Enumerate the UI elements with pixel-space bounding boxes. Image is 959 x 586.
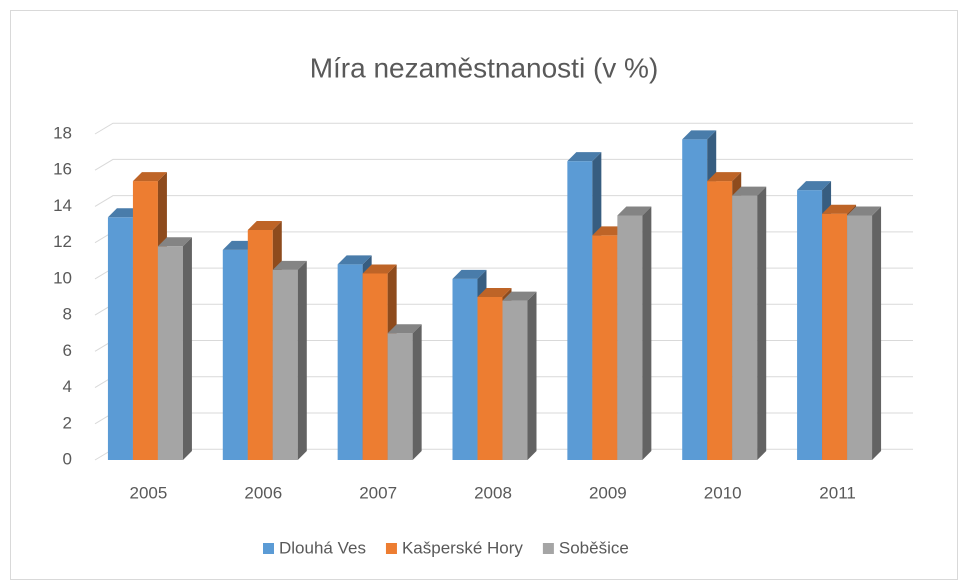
bar-top (502, 291, 537, 301)
bar-top (477, 288, 512, 297)
bar-top (272, 260, 307, 270)
bar-front (567, 161, 593, 460)
bar-top (157, 237, 192, 247)
bar-front (247, 229, 273, 460)
bar-front (272, 269, 298, 460)
y-tick-label: 12 (53, 232, 72, 251)
x-tick-label: 2005 (130, 483, 168, 502)
bar-top (132, 172, 167, 182)
grid-line (94, 122, 913, 135)
legend-swatch (385, 543, 397, 554)
bar-top (452, 269, 487, 279)
bar-top (387, 324, 422, 334)
bar-front (477, 297, 503, 460)
bar-front (592, 235, 618, 460)
legend-label: Dlouhá Ves (279, 538, 366, 557)
bar-side (412, 324, 422, 460)
bar-front (362, 273, 388, 460)
x-tick-label: 2006 (244, 483, 282, 502)
y-tick-label: 6 (63, 341, 72, 360)
legend-swatch (542, 543, 554, 554)
x-tick-label: 2007 (359, 483, 397, 502)
bar-front (337, 264, 363, 460)
bar-front (157, 246, 183, 460)
legend-label: Kašperské Hory (402, 538, 523, 557)
y-tick-label: 14 (53, 196, 72, 215)
y-tick-label: 2 (63, 413, 72, 432)
bar-side (872, 206, 882, 460)
x-tick-label: 2011 (819, 483, 856, 502)
bar-top (797, 181, 832, 191)
grid-line (94, 195, 913, 207)
grid-line (94, 158, 913, 171)
bar-top (617, 206, 652, 216)
chart-title: Míra nezaměstnanosti (v %) (310, 52, 659, 83)
y-tick-label: 10 (53, 268, 72, 287)
bar-top (847, 206, 882, 216)
x-tick-label: 2009 (589, 483, 627, 502)
bar-front (797, 190, 823, 460)
bar-top (707, 172, 742, 182)
bar-top (822, 204, 857, 214)
bar-front (132, 181, 158, 461)
x-tick-label: 2008 (474, 483, 512, 502)
bar-top (337, 255, 372, 265)
bar-side (182, 237, 192, 460)
y-tick-label: 4 (63, 377, 72, 396)
bar-front (617, 215, 643, 460)
bar-top (567, 152, 602, 162)
y-tick-label: 18 (53, 123, 72, 142)
bar-front (847, 215, 873, 460)
y-tick-label: 0 (63, 449, 72, 468)
legend-label: Soběšice (559, 538, 629, 557)
bar-front (707, 181, 733, 461)
bar-side (297, 260, 307, 460)
bar-top (362, 264, 397, 274)
bar-side (527, 291, 537, 460)
x-tick-label: 2010 (704, 483, 742, 502)
bar-front (682, 139, 708, 460)
bar-front (732, 195, 758, 461)
bar-side (757, 186, 767, 461)
y-tick-label: 16 (53, 160, 72, 179)
bar-side (642, 206, 652, 460)
bar-front (222, 249, 248, 460)
bar-top (732, 186, 767, 196)
y-tick-label: 8 (63, 305, 72, 324)
bar-top (682, 130, 717, 140)
bar-front (502, 300, 528, 460)
bar-top (247, 220, 282, 230)
legend-swatch (263, 543, 274, 554)
bar-front (452, 278, 478, 460)
bar-front (387, 333, 413, 460)
bar-front (822, 213, 848, 460)
bar-front (107, 217, 133, 460)
